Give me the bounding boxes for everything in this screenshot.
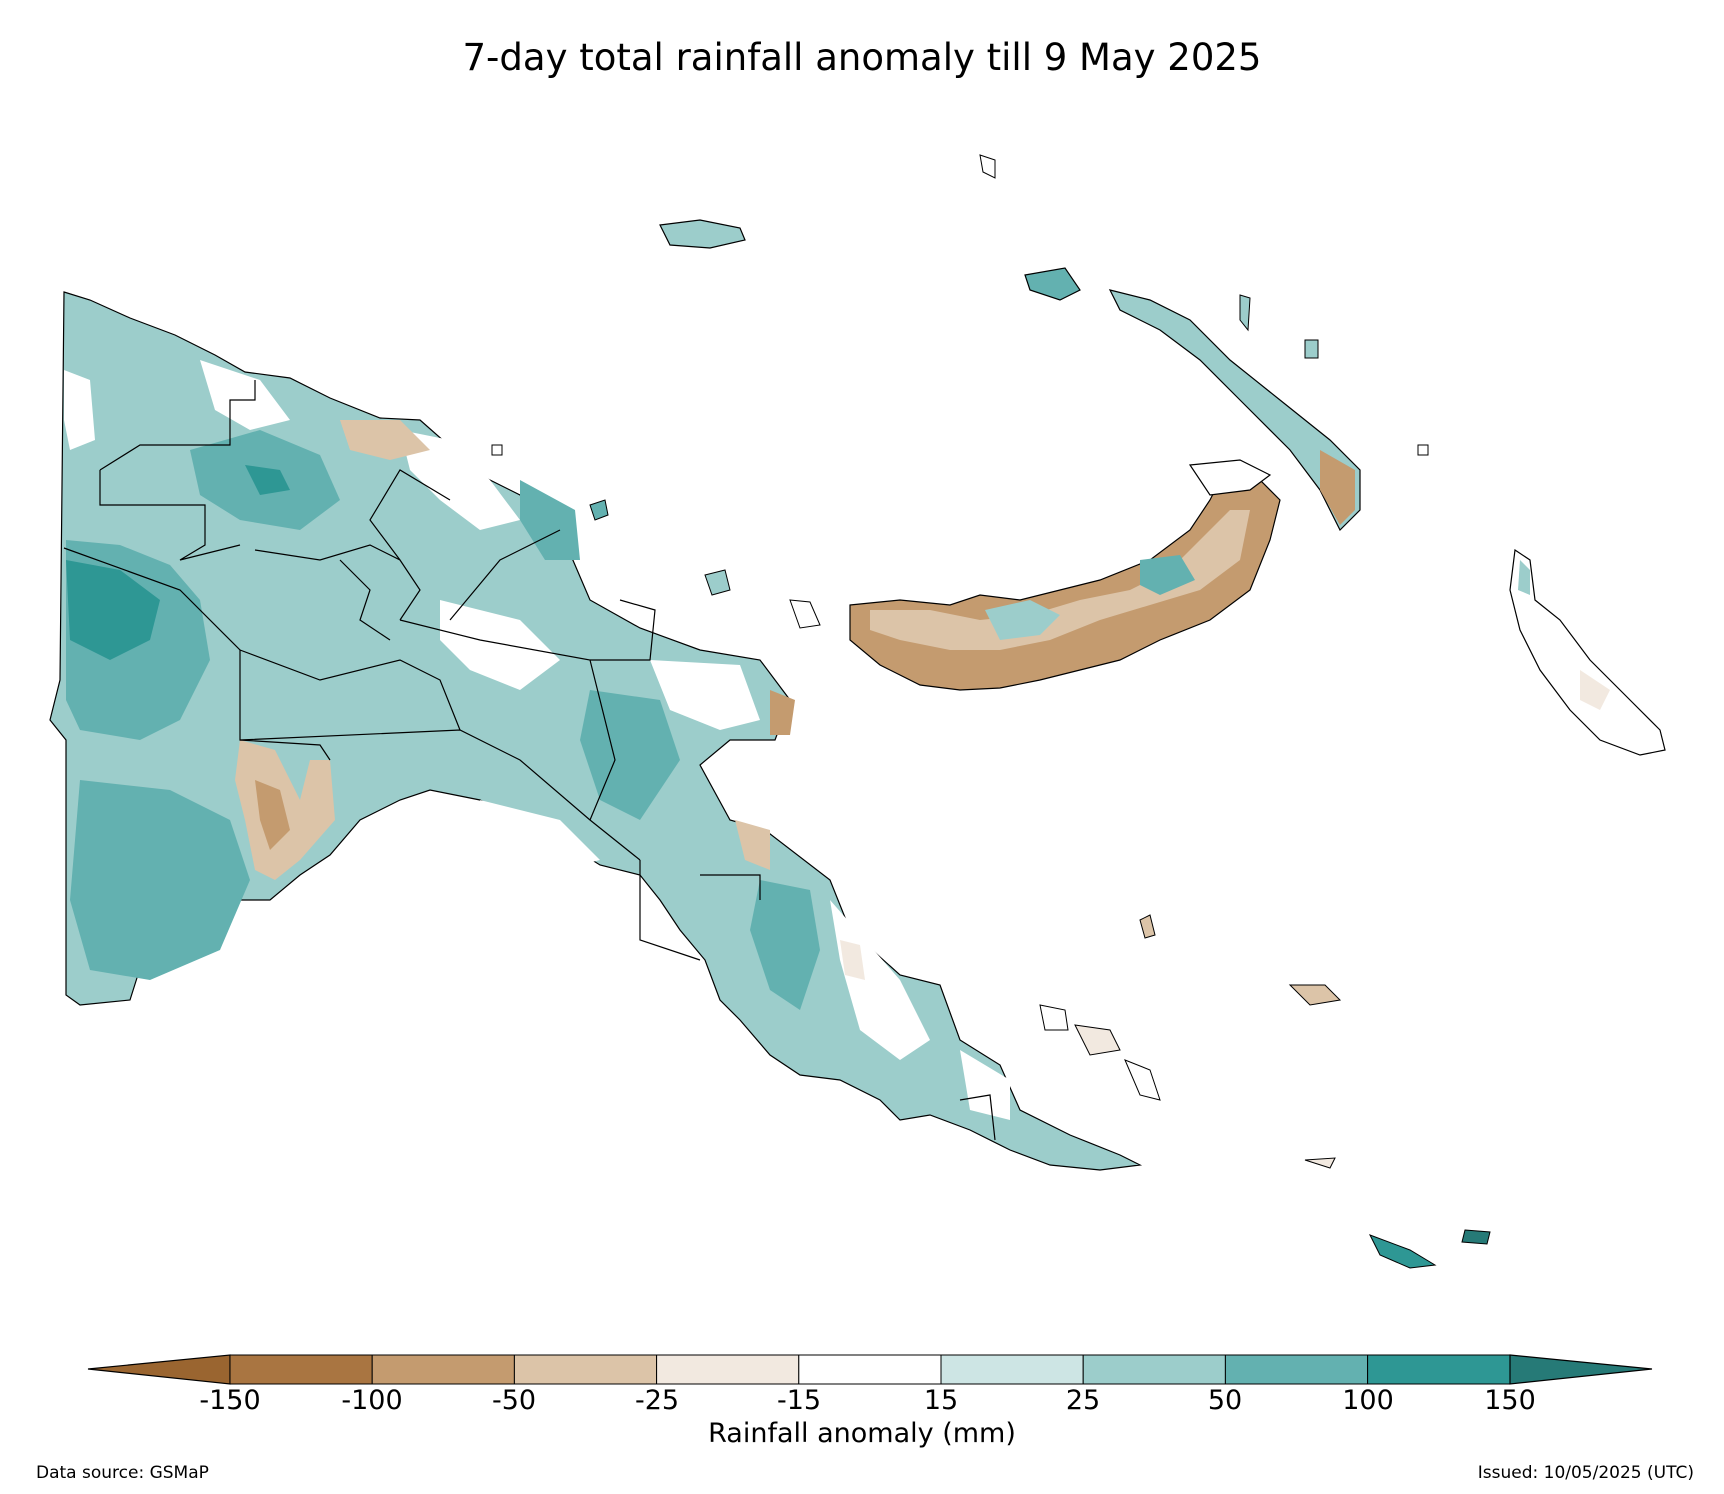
near-normal-zone-g — [830, 900, 930, 1060]
colorbar-seg-9 — [1367, 1354, 1511, 1385]
lihir-island — [1417, 444, 1429, 456]
new-britain — [849, 459, 1281, 691]
new-hanover — [1024, 267, 1081, 301]
near-normal-zone-e — [650, 660, 760, 730]
long-island — [704, 569, 731, 596]
colorbar-tick-label: -150 — [199, 1385, 261, 1416]
colorbar-tick-label: -25 — [634, 1385, 680, 1416]
dry-zone-e — [735, 820, 770, 870]
anomaly-zone-150b — [245, 465, 290, 495]
rossel-island — [1461, 1229, 1491, 1245]
misima-island — [1304, 1157, 1336, 1169]
nuguria-island — [1239, 294, 1251, 332]
trobriand-island — [1139, 914, 1156, 939]
bougainville-wet — [1518, 560, 1530, 595]
goodenough-island — [1039, 1004, 1069, 1031]
colorbar-tick-label: 50 — [1207, 1385, 1243, 1416]
colorbar-tick-label: 150 — [1484, 1385, 1536, 1416]
colorbar-tick-label: 25 — [1065, 1385, 1101, 1416]
colorbar-tick-label: 15 — [923, 1385, 959, 1416]
small-islands — [491, 154, 1491, 1269]
near-normal-zone-c — [400, 430, 520, 530]
fergusson-island — [1074, 1024, 1121, 1056]
colorbar-seg-8 — [1224, 1354, 1369, 1385]
colorbar — [87, 1354, 1653, 1385]
dry-zone-b — [255, 780, 290, 850]
karkar-island — [589, 499, 609, 521]
near-normal-zone-a — [64, 370, 95, 450]
dry-zone-f — [840, 940, 865, 980]
dry-zone-c — [340, 420, 430, 460]
near-normal-zone-f — [480, 800, 600, 870]
data-source: Data source: GSMaP — [36, 1463, 209, 1483]
mainland — [49, 291, 1143, 1171]
umboi-island — [789, 599, 821, 629]
colorbar-seg-2 — [371, 1354, 515, 1385]
new-ireland-dry — [1320, 450, 1355, 525]
anomaly-zone-150 — [66, 560, 160, 660]
colorbar-extend-high — [1509, 1354, 1653, 1385]
colorbar-seg-3 — [513, 1354, 658, 1385]
colorbar-seg-7 — [1082, 1354, 1226, 1385]
issued-date: Issued: 10/05/2025 (UTC) — [1477, 1463, 1694, 1483]
new-britain-wet — [1140, 555, 1195, 595]
colorbar-tick-label: -50 — [491, 1385, 537, 1416]
anomaly-zone-100f — [520, 480, 580, 560]
manus-land — [659, 219, 746, 249]
colorbar-tick-label: -100 — [341, 1385, 403, 1416]
near-normal-zone-b — [200, 360, 290, 430]
anomaly-zone-100d — [580, 690, 680, 820]
new-ireland — [1024, 267, 1361, 532]
bougainville-land — [1509, 548, 1666, 756]
colorbar-seg-5 — [798, 1354, 942, 1385]
tabar-island — [1304, 339, 1319, 359]
colorbar-tick-label: 100 — [1342, 1385, 1394, 1416]
province-boundaries — [63, 380, 996, 1141]
tagula-island — [1368, 1234, 1437, 1269]
new-britain-land — [849, 479, 1281, 691]
map-title: 7-day total rainfall anomaly till 9 May … — [462, 36, 1262, 79]
mussau-island — [979, 154, 996, 179]
manus-island — [659, 219, 746, 249]
anomaly-zone-100c — [70, 780, 250, 980]
normanby-island — [1124, 1059, 1161, 1101]
wuvulu-island — [491, 444, 503, 456]
dry-zone-d — [770, 690, 795, 735]
near-normal-zone-d — [440, 600, 560, 690]
woodlark-island — [1288, 984, 1342, 1006]
colorbar-seg-4 — [656, 1354, 800, 1385]
colorbar-tick-label: -15 — [776, 1385, 822, 1416]
new-britain-north — [1188, 459, 1272, 496]
colorbar-seg-6 — [940, 1354, 1084, 1385]
colorbar-extend-low — [87, 1354, 231, 1385]
colorbar-seg-1 — [229, 1354, 373, 1385]
anomaly-zone-100e — [750, 880, 820, 1010]
near-normal-zone-h — [960, 1050, 1010, 1120]
bougainville-dry — [1580, 670, 1610, 710]
new-britain-wet2 — [985, 600, 1060, 640]
colorbar-title: Rainfall anomaly (mm) — [708, 1418, 1016, 1449]
bougainville — [1509, 548, 1666, 756]
